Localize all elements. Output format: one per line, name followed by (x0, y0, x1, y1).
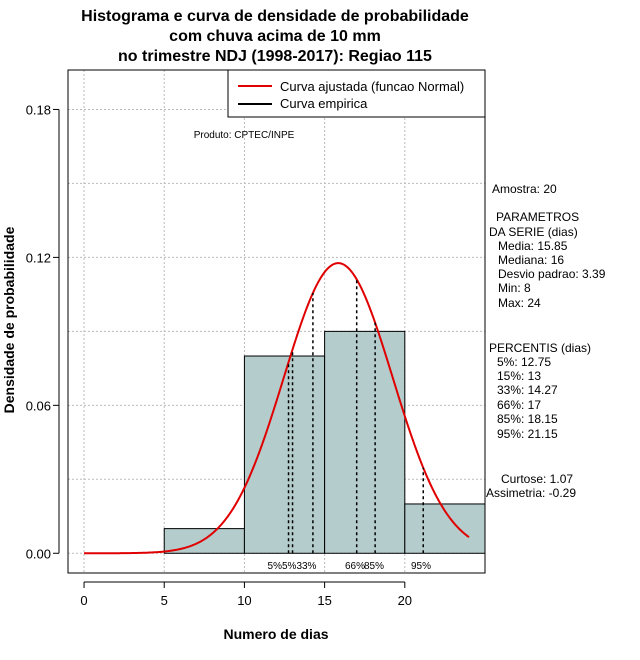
percentile-label-low-group: 5%5%33% (268, 561, 317, 572)
param-mediana: Mediana: 16 (498, 253, 564, 267)
assimetria: Assimetria: -0.29 (486, 486, 576, 500)
chart-title-line-1: Histograma e curva de densidade de proba… (81, 8, 469, 25)
x-tick-label-1: 5 (161, 593, 168, 608)
histogram-bars (163, 330, 486, 554)
percentis-title: PERCENTIS (dias) (489, 341, 591, 355)
percentile-label-95: 95% (411, 561, 431, 572)
y-tick-label-1: 0.06 (26, 398, 51, 413)
percentile-label-66: 66% (345, 561, 365, 572)
percentil-66: 66%: 17 (497, 398, 541, 412)
param-media: Media: 15.85 (498, 239, 568, 253)
legend-label-empirical: Curva empirica (280, 96, 368, 111)
percentil-95: 95%: 21.15 (497, 427, 558, 441)
chart-title-line-3: no trimestre NDJ (1998-2017): Regiao 115 (118, 48, 432, 65)
y-tick-label-0: 0.00 (26, 546, 51, 561)
percentil-5: 5%: 12.75 (497, 355, 551, 369)
fitted-normal-curve (84, 262, 470, 555)
percentile-label-85: 85% (364, 561, 384, 572)
percentil-33: 33%: 14.27 (497, 383, 558, 397)
legend-box (227, 69, 486, 118)
param-desvio: Desvio padrao: 3.39 (498, 267, 606, 281)
x-tick-label-2: 10 (237, 593, 251, 608)
fitted-curve (84, 262, 470, 555)
histogram-bar-2 (324, 330, 406, 554)
params-title-2: DA SERIE (dias) (489, 225, 578, 239)
params-title-1: PARAMETROS (496, 210, 579, 224)
x-tick-label-4: 20 (398, 593, 412, 608)
chart-title-line-2: com chuva acima de 10 mm (169, 28, 381, 45)
sample-size: Amostra: 20 (492, 182, 557, 196)
param-max: Max: 24 (498, 296, 541, 310)
product-note: Produto: CPTEC/INPE (194, 130, 295, 141)
x-axis-label: Numero de dias (223, 626, 328, 642)
x-tick-label-3: 15 (317, 593, 331, 608)
side-panel: Amostra: 20 PARAMETROS DA SERIE (dias) M… (486, 182, 606, 500)
percentil-15: 15%: 13 (497, 369, 541, 383)
y-tick-label-3: 0.18 (26, 102, 51, 117)
percentil-85: 85%: 18.15 (497, 412, 558, 426)
legend-label-fitted: Curva ajustada (funcao Normal) (280, 79, 464, 94)
param-min: Min: 8 (498, 281, 531, 295)
curtose: Curtose: 1.07 (501, 472, 573, 486)
percentile-lines (287, 279, 425, 554)
y-tick-label-2: 0.12 (26, 250, 51, 265)
y-axis-label: Densidade de probabilidade (1, 226, 17, 413)
axes: 0 5 10 15 20 0.00 0.06 0.12 0.18 (26, 102, 412, 608)
x-tick-label-0: 0 (80, 593, 87, 608)
legend: Curva ajustada (funcao Normal) Curva emp… (227, 69, 486, 118)
